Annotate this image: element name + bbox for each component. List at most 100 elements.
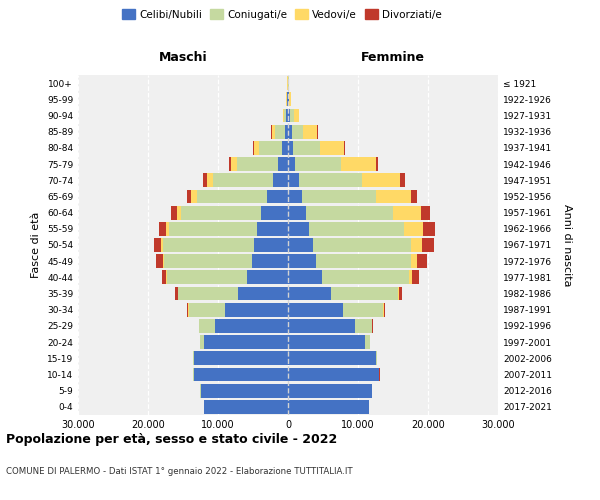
Bar [188, 303, 225, 316]
Bar [376, 352, 377, 365]
Bar [199, 319, 215, 333]
Bar [409, 270, 412, 284]
Bar [176, 206, 181, 220]
Bar [288, 157, 295, 171]
Bar [404, 222, 423, 235]
Bar [215, 319, 288, 333]
Bar [162, 270, 166, 284]
Bar [164, 254, 251, 268]
Bar [288, 238, 313, 252]
Bar [317, 125, 318, 138]
Bar [400, 174, 405, 187]
Bar [251, 254, 288, 268]
Text: Maschi: Maschi [158, 50, 208, 64]
Bar [412, 270, 419, 284]
Bar [361, 174, 400, 187]
Bar [193, 352, 288, 365]
Bar [288, 384, 372, 398]
Bar [272, 125, 275, 138]
Bar [322, 270, 409, 284]
Bar [316, 254, 410, 268]
Bar [376, 157, 379, 171]
Bar [288, 222, 309, 235]
Bar [304, 125, 317, 138]
Bar [257, 222, 288, 235]
Bar [293, 108, 299, 122]
Bar [313, 238, 410, 252]
Bar [167, 270, 247, 284]
Bar [288, 108, 290, 122]
Bar [163, 254, 164, 268]
Bar [171, 206, 176, 220]
Bar [169, 222, 257, 235]
Bar [267, 190, 288, 203]
Bar [181, 206, 262, 220]
Bar [187, 190, 191, 203]
Bar [204, 400, 288, 414]
Bar [288, 92, 289, 106]
Bar [254, 141, 259, 154]
Bar [290, 108, 293, 122]
Bar [417, 254, 427, 268]
Bar [302, 190, 376, 203]
Bar [289, 92, 290, 106]
Bar [175, 286, 178, 300]
Bar [393, 206, 421, 220]
Bar [187, 303, 188, 316]
Bar [159, 222, 166, 235]
Bar [320, 141, 344, 154]
Bar [288, 368, 379, 382]
Text: COMUNE DI PALERMO - Dati ISTAT 1° gennaio 2022 - Elaborazione TUTTITALIA.IT: COMUNE DI PALERMO - Dati ISTAT 1° gennai… [6, 468, 353, 476]
Text: Popolazione per età, sesso e stato civile - 2022: Popolazione per età, sesso e stato civil… [6, 432, 337, 446]
Bar [410, 254, 417, 268]
Bar [253, 141, 254, 154]
Bar [284, 108, 286, 122]
Y-axis label: Anni di nascita: Anni di nascita [562, 204, 572, 286]
Bar [398, 286, 400, 300]
Bar [247, 270, 288, 284]
Legend: Celibi/Nubili, Coniugati/e, Vedovi/e, Divorziati/e: Celibi/Nubili, Coniugati/e, Vedovi/e, Di… [118, 5, 446, 24]
Bar [288, 270, 322, 284]
Bar [197, 190, 267, 203]
Bar [410, 238, 422, 252]
Bar [305, 206, 393, 220]
Bar [341, 157, 376, 171]
Bar [293, 141, 320, 154]
Bar [200, 384, 288, 398]
Bar [421, 206, 430, 220]
Bar [355, 319, 372, 333]
Bar [292, 125, 304, 138]
Bar [283, 108, 284, 122]
Bar [284, 125, 288, 138]
Bar [288, 400, 368, 414]
Bar [288, 125, 292, 138]
Bar [213, 174, 272, 187]
Bar [203, 174, 207, 187]
Bar [286, 108, 288, 122]
Bar [262, 206, 288, 220]
Bar [295, 157, 341, 171]
Bar [344, 141, 346, 154]
Bar [423, 222, 435, 235]
Bar [237, 157, 277, 171]
Bar [230, 157, 237, 171]
Bar [343, 303, 383, 316]
Text: Femmine: Femmine [361, 50, 425, 64]
Bar [254, 238, 288, 252]
Bar [163, 238, 254, 252]
Bar [372, 319, 373, 333]
Bar [365, 336, 370, 349]
Bar [238, 286, 288, 300]
Bar [331, 286, 398, 300]
Bar [309, 222, 404, 235]
Bar [282, 141, 288, 154]
Bar [288, 254, 316, 268]
Bar [207, 174, 213, 187]
Bar [166, 270, 167, 284]
Bar [259, 141, 282, 154]
Bar [288, 174, 299, 187]
Bar [422, 238, 434, 252]
Bar [200, 336, 204, 349]
Bar [288, 336, 365, 349]
Bar [288, 303, 343, 316]
